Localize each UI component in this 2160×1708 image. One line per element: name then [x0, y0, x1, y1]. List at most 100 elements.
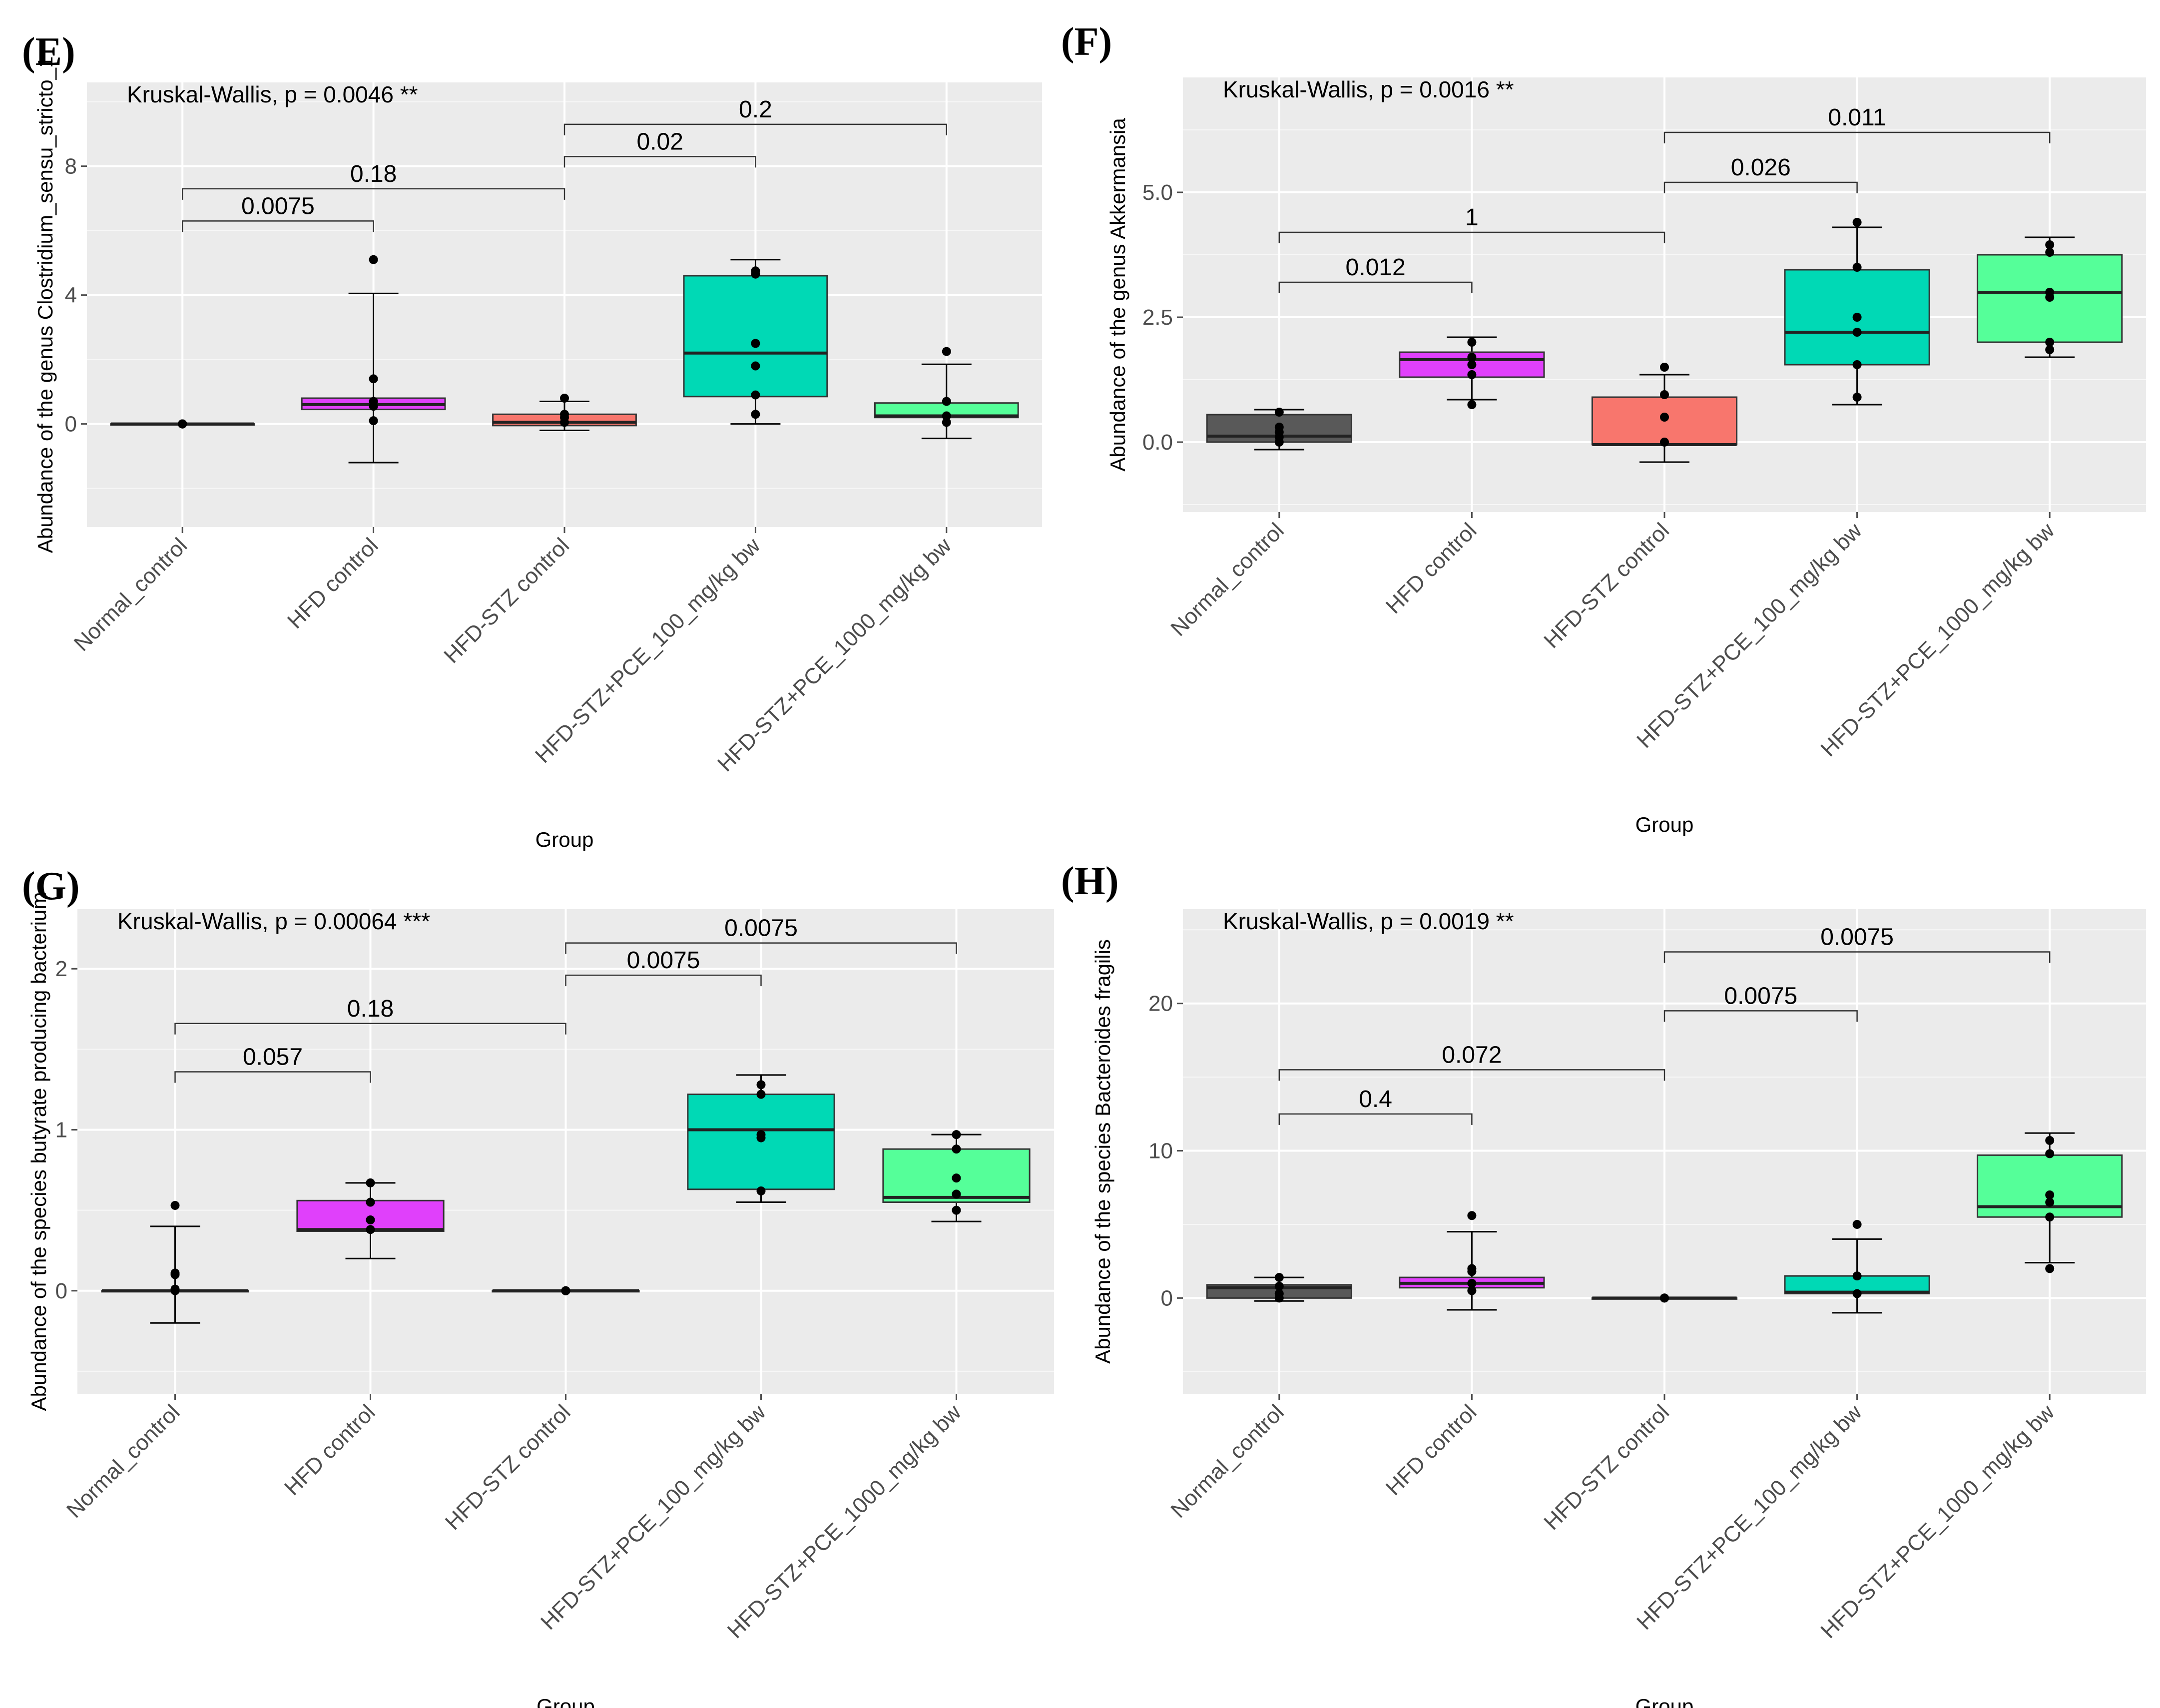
- data-point: [2045, 1197, 2055, 1207]
- comparison-bracket: 0.0075: [565, 915, 957, 954]
- data-point: [560, 394, 569, 403]
- data-point: [2045, 1212, 2055, 1222]
- bracket-line: [565, 942, 957, 954]
- box-HFD-STZ control: [492, 394, 637, 432]
- data-point: [942, 347, 951, 356]
- data-point: [1852, 1219, 1862, 1229]
- bracket-line: [563, 123, 948, 135]
- x-tick-label: Normal_control: [69, 533, 192, 656]
- bracket-line: [181, 220, 374, 232]
- data-point: [751, 410, 760, 419]
- data-point: [1274, 1281, 1284, 1291]
- data-point: [1467, 1278, 1477, 1288]
- data-point: [2045, 338, 2055, 347]
- x-tick-label: HFD control: [283, 533, 383, 633]
- data-point: [756, 1186, 766, 1195]
- data-point: [2045, 1190, 2055, 1199]
- box-HFD-STZ control: [1591, 1293, 1738, 1303]
- bracket-p-value: 0.2: [739, 96, 772, 123]
- bracket-line: [565, 974, 762, 987]
- comparison-bracket: 0.0075: [181, 193, 374, 232]
- data-point: [2045, 1264, 2055, 1273]
- data-point: [1467, 338, 1477, 347]
- data-point: [952, 1173, 961, 1183]
- bracket-line: [1278, 1069, 1665, 1081]
- data-point: [366, 1225, 375, 1234]
- data-point: [751, 339, 760, 348]
- x-tick-label: HFD control: [1381, 1400, 1482, 1500]
- panel-letter: (E): [22, 30, 75, 74]
- data-point: [561, 1286, 570, 1295]
- bracket-line: [181, 188, 565, 200]
- bracket-line: [1663, 131, 2051, 143]
- bracket-p-value: 0.0075: [241, 193, 315, 219]
- data-point: [1660, 1293, 1669, 1303]
- x-tick-label: HFD-STZ control: [1539, 518, 1674, 653]
- x-tick-label: HFD-STZ control: [1539, 1400, 1674, 1535]
- data-point: [1467, 400, 1477, 409]
- chart-panel-1: 0.0 2.5 5.0 Normal_control HFD control HFD-ST…: [1061, 20, 2146, 836]
- bracket-line: [174, 1023, 566, 1035]
- x-tick-label: HFD-STZ+PCE_100_mg/kg bw: [531, 533, 765, 768]
- box-body: [683, 275, 828, 398]
- data-point: [952, 1130, 961, 1139]
- x-tick-label: Normal_control: [1166, 518, 1289, 641]
- bracket-p-value: 0.012: [1346, 254, 1406, 281]
- bracket-line: [1278, 1113, 1473, 1125]
- data-point: [1467, 1286, 1477, 1295]
- box-HFD-STZ+PCE_100_mg/kg bw: [683, 259, 828, 425]
- comparison-bracket: 0.2: [563, 96, 948, 135]
- data-point: [756, 1130, 766, 1139]
- kruskal-wallis-annotation: Kruskal-Wallis, p = 0.0019 **: [1223, 908, 1514, 934]
- data-point: [170, 1268, 180, 1278]
- data-point: [1467, 370, 1477, 379]
- data-point: [952, 1144, 961, 1154]
- comparison-bracket: 0.4: [1278, 1086, 1473, 1125]
- comparison-bracket: 0.012: [1278, 254, 1473, 293]
- data-point: [2045, 1136, 2055, 1145]
- y-tick-label: 0: [55, 1279, 67, 1303]
- bracket-p-value: 0.18: [347, 996, 394, 1022]
- data-point: [1852, 313, 1862, 322]
- data-point: [751, 390, 760, 400]
- data-point: [170, 1200, 180, 1210]
- y-tick-label: 0: [65, 412, 77, 437]
- data-point: [2045, 248, 2055, 257]
- chart-panel-2: 0 1 2 Normal_control HFD control HFD-STZ cont…: [22, 864, 1054, 1708]
- x-tick-label: HFD-STZ control: [439, 533, 574, 668]
- x-axis-title: Group: [536, 828, 594, 851]
- data-point: [369, 255, 378, 264]
- bracket-p-value: 0.0075: [627, 947, 700, 974]
- bracket-line: [1278, 231, 1665, 243]
- bracket-line: [1663, 1010, 1858, 1022]
- y-axis-title: Abundance of the species butyrate produc…: [27, 892, 50, 1411]
- y-axis-title: Abundance of the genus Akkermansia: [1106, 118, 1129, 472]
- data-point: [1274, 423, 1284, 432]
- data-point: [942, 418, 951, 427]
- x-tick-label: HFD control: [280, 1400, 380, 1500]
- data-point: [952, 1189, 961, 1199]
- data-point: [1467, 360, 1477, 369]
- bracket-p-value: 0.026: [1731, 154, 1791, 181]
- data-point: [369, 397, 378, 406]
- comparison-bracket: 1: [1278, 204, 1665, 243]
- x-axis-title: Group: [537, 1695, 595, 1708]
- comparison-bracket: 0.011: [1663, 104, 2051, 143]
- data-point: [1852, 328, 1862, 337]
- y-tick-label: 8: [65, 154, 77, 179]
- y-axis-title: Abundance of the genus Clostridium_sensu…: [33, 56, 57, 554]
- data-point: [2045, 1149, 2055, 1158]
- comparison-bracket: 0.057: [174, 1044, 371, 1083]
- data-point: [1467, 353, 1477, 362]
- x-tick-label: HFD-STZ+PCE_100_mg/kg bw: [536, 1400, 771, 1635]
- bracket-p-value: 0.4: [1359, 1086, 1392, 1113]
- box-Normal_control: [1206, 1273, 1352, 1303]
- box-Normal_control: [1206, 408, 1352, 451]
- data-point: [942, 411, 951, 421]
- data-point: [369, 374, 378, 384]
- panel-letter: (F): [1061, 20, 1112, 64]
- box-Normal_control: [110, 419, 255, 429]
- y-tick-label: 2: [55, 957, 67, 981]
- data-point: [366, 1197, 375, 1207]
